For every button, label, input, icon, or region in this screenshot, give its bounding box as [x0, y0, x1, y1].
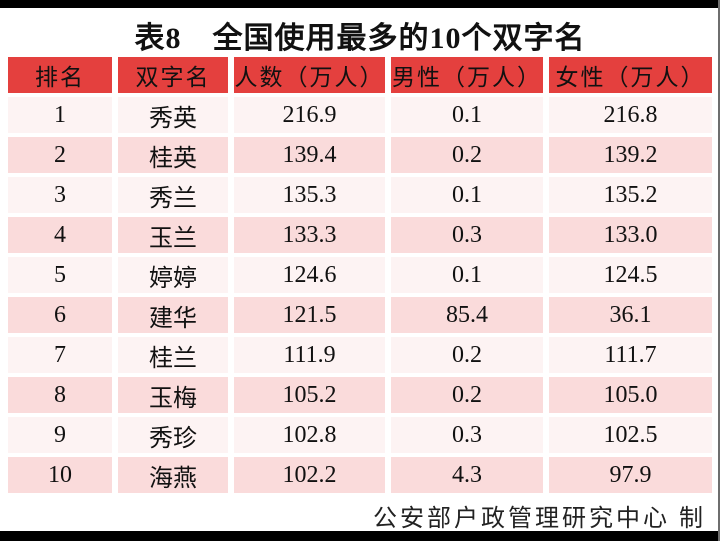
cell-male: 0.3: [391, 217, 543, 253]
cell-rank: 4: [8, 217, 112, 253]
cell-rank: 10: [8, 457, 112, 493]
cell-name: 桂兰: [118, 337, 228, 373]
cell-female: 216.8: [549, 97, 712, 133]
header-male: 男性（万人）: [391, 57, 543, 93]
cell-male: 85.4: [391, 297, 543, 333]
cell-rank: 5: [8, 257, 112, 293]
cell-male: 0.1: [391, 97, 543, 133]
cell-total: 139.4: [234, 137, 385, 173]
cell-female: 111.7: [549, 337, 712, 373]
names-table: 排名 双字名 人数（万人） 男性（万人） 女性（万人） 1 秀英 216.9 0…: [8, 57, 712, 493]
bottom-frame-bar: [0, 531, 720, 541]
page-title: 表8 全国使用最多的10个双字名: [134, 22, 586, 55]
cell-rank: 9: [8, 417, 112, 453]
right-edge-line: [718, 0, 720, 541]
cell-female: 105.0: [549, 377, 712, 413]
cell-female: 124.5: [549, 257, 712, 293]
cell-name: 玉梅: [118, 377, 228, 413]
cell-name: 玉兰: [118, 217, 228, 253]
cell-female: 135.2: [549, 177, 712, 213]
cell-female: 133.0: [549, 217, 712, 253]
cell-total: 121.5: [234, 297, 385, 333]
cell-female: 97.9: [549, 457, 712, 493]
cell-male: 4.3: [391, 457, 543, 493]
cell-male: 0.2: [391, 377, 543, 413]
cell-total: 111.9: [234, 337, 385, 373]
cell-rank: 2: [8, 137, 112, 173]
cell-total: 216.9: [234, 97, 385, 133]
cell-rank: 3: [8, 177, 112, 213]
cell-male: 0.1: [391, 257, 543, 293]
cell-total: 135.3: [234, 177, 385, 213]
cell-rank: 7: [8, 337, 112, 373]
cell-female: 36.1: [549, 297, 712, 333]
credit-line: 公安部户政管理研究中心 制: [373, 506, 706, 532]
cell-total: 102.8: [234, 417, 385, 453]
cell-name: 婷婷: [118, 257, 228, 293]
cell-male: 0.2: [391, 337, 543, 373]
header-female: 女性（万人）: [549, 57, 712, 93]
cell-total: 105.2: [234, 377, 385, 413]
cell-name: 海燕: [118, 457, 228, 493]
top-frame-bar: [0, 0, 720, 8]
cell-name: 秀兰: [118, 177, 228, 213]
header-rank: 排名: [8, 57, 112, 93]
cell-female: 102.5: [549, 417, 712, 453]
cell-name: 建华: [118, 297, 228, 333]
cell-female: 139.2: [549, 137, 712, 173]
cell-rank: 1: [8, 97, 112, 133]
cell-male: 0.2: [391, 137, 543, 173]
cell-total: 133.3: [234, 217, 385, 253]
cell-name: 秀英: [118, 97, 228, 133]
cell-rank: 6: [8, 297, 112, 333]
cell-total: 102.2: [234, 457, 385, 493]
cell-name: 秀珍: [118, 417, 228, 453]
cell-rank: 8: [8, 377, 112, 413]
header-total: 人数（万人）: [234, 57, 385, 93]
cell-male: 0.3: [391, 417, 543, 453]
header-name: 双字名: [118, 57, 228, 93]
cell-male: 0.1: [391, 177, 543, 213]
cell-total: 124.6: [234, 257, 385, 293]
cell-name: 桂英: [118, 137, 228, 173]
